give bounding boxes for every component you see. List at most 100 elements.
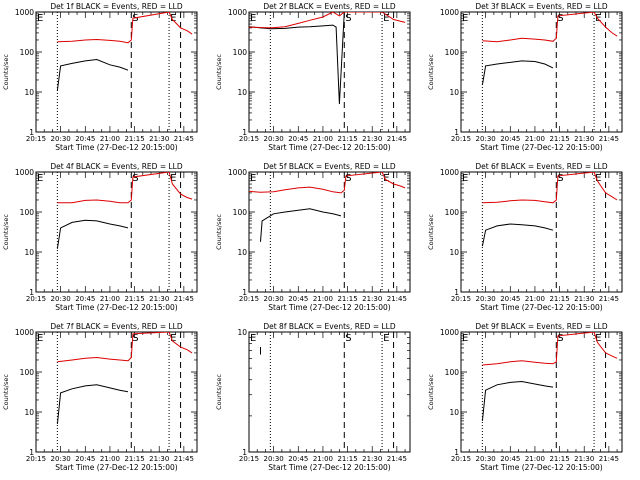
x-tick-label: 21:00 bbox=[313, 135, 333, 143]
event-marker-label: E bbox=[250, 13, 256, 24]
y-tick-label: 10 bbox=[237, 248, 247, 257]
event-marker-label: S bbox=[345, 333, 351, 344]
series-lld-line bbox=[249, 172, 406, 194]
y-tick-label: 1 bbox=[454, 288, 459, 297]
x-tick-label: 21:45 bbox=[174, 295, 194, 303]
x-tick-label: 21:45 bbox=[174, 135, 194, 143]
x-tick-label: 20:30 bbox=[476, 135, 496, 143]
panel-det-9f: Det 9f BLACK = Events, RED = LLD 1 10 100 10… bbox=[427, 322, 623, 472]
x-tick-label: 21:00 bbox=[100, 455, 120, 463]
series-lld-line bbox=[57, 172, 193, 204]
event-marker-label: S bbox=[345, 173, 351, 184]
x-tick-label: 20:15 bbox=[239, 295, 259, 303]
y-tick-label: 100 bbox=[445, 368, 460, 377]
y-tick-label: 10 bbox=[24, 248, 34, 257]
panel-det-2f: Det 2f BLACK = Events, RED = LLD 1 10 100 10… bbox=[215, 2, 411, 152]
series-events-line bbox=[56, 384, 129, 425]
event-marker-label: E bbox=[383, 333, 389, 344]
x-tick-label: 20:45 bbox=[288, 135, 308, 143]
plot-frame bbox=[35, 331, 198, 453]
y-tick-label: 100 bbox=[20, 48, 35, 57]
x-tick-label: 21:30 bbox=[574, 295, 594, 303]
x-tick-label: 21:45 bbox=[599, 295, 619, 303]
event-marker-label: E bbox=[462, 13, 468, 24]
x-tick-label: 21:00 bbox=[313, 455, 333, 463]
x-tick-label: 21:00 bbox=[525, 295, 545, 303]
x-tick-label: 20:15 bbox=[451, 455, 471, 463]
x-tick-label: 21:45 bbox=[387, 135, 407, 143]
event-marker-label: E bbox=[170, 13, 176, 24]
series-events-line bbox=[56, 219, 129, 249]
x-tick-label: 20:30 bbox=[476, 455, 496, 463]
event-marker-label: E bbox=[250, 333, 256, 344]
y-tick-label: 10 bbox=[449, 408, 459, 417]
x-tick-label: 21:15 bbox=[124, 455, 144, 463]
series-events-line bbox=[481, 380, 554, 421]
y-tick-label: 1 bbox=[29, 128, 34, 137]
panel-title: Det 6f BLACK = Events, RED = LLD bbox=[475, 162, 608, 171]
y-tick-label: 100 bbox=[445, 48, 460, 57]
series-lld-line bbox=[57, 332, 193, 363]
series-lld-line bbox=[57, 12, 193, 44]
x-tick-label: 20:15 bbox=[451, 295, 471, 303]
x-tick-label: 20:30 bbox=[476, 295, 496, 303]
y-axis-label: Counts/sec bbox=[427, 214, 435, 250]
event-marker-label: E bbox=[595, 173, 601, 184]
panel-det-3f: Det 3f BLACK = Events, RED = LLD 1 10 100 10… bbox=[427, 2, 623, 152]
y-tick-label: 1 bbox=[29, 288, 34, 297]
panel-title: Det 9f BLACK = Events, RED = LLD bbox=[475, 322, 608, 331]
y-tick-label: 1 bbox=[29, 448, 34, 457]
x-tick-label: 20:45 bbox=[500, 455, 520, 463]
x-tick-label: 20:15 bbox=[239, 135, 259, 143]
y-axis-label: Counts/sec bbox=[427, 374, 435, 410]
y-tick-label: 10 bbox=[24, 88, 34, 97]
y-tick-label: 100 bbox=[233, 48, 248, 57]
event-marker-label: S bbox=[132, 13, 138, 24]
x-tick-label: 21:45 bbox=[174, 455, 194, 463]
y-tick-label: 1000 bbox=[440, 328, 459, 337]
x-tick-label: 20:45 bbox=[500, 135, 520, 143]
x-tick-label: 20:45 bbox=[75, 295, 95, 303]
y-tick-label: 100 bbox=[20, 368, 35, 377]
x-axis-label: Start Time (27-Dec-12 20:15:00) bbox=[55, 463, 177, 472]
series-events-line bbox=[56, 58, 129, 91]
y-tick-label: 100 bbox=[20, 208, 35, 217]
x-tick-label: 21:15 bbox=[337, 455, 357, 463]
series-lld-line bbox=[482, 172, 618, 204]
x-tick-label: 21:00 bbox=[313, 295, 333, 303]
y-tick-label: 1000 bbox=[228, 168, 247, 177]
x-tick-label: 20:45 bbox=[288, 295, 308, 303]
x-tick-label: 21:00 bbox=[100, 135, 120, 143]
x-tick-label: 20:45 bbox=[75, 135, 95, 143]
y-tick-label: 100 bbox=[233, 208, 248, 217]
y-tick-label: 1 bbox=[454, 448, 459, 457]
plot-frame bbox=[248, 11, 411, 133]
event-marker-label: S bbox=[557, 13, 563, 24]
x-tick-label: 21:15 bbox=[124, 135, 144, 143]
x-axis-label: Start Time (27-Dec-12 20:15:00) bbox=[480, 303, 602, 312]
y-tick-label: 1000 bbox=[15, 168, 34, 177]
y-axis-label: Counts/sec bbox=[2, 54, 10, 90]
y-axis-label: Counts/sec bbox=[215, 374, 223, 410]
x-tick-label: 20:15 bbox=[26, 295, 46, 303]
y-tick-label: 1 bbox=[242, 288, 247, 297]
event-marker-label: E bbox=[170, 173, 176, 184]
x-tick-label: 21:30 bbox=[362, 135, 382, 143]
panel-det-6f: Det 6f BLACK = Events, RED = LLD 1 10 100 10… bbox=[427, 162, 623, 312]
y-tick-label: 10 bbox=[237, 88, 247, 97]
x-tick-label: 21:45 bbox=[387, 455, 407, 463]
event-marker-label: E bbox=[37, 13, 43, 24]
event-marker-label: E bbox=[595, 333, 601, 344]
y-tick-label: 10 bbox=[449, 88, 459, 97]
x-tick-label: 21:30 bbox=[574, 455, 594, 463]
y-axis-label: Counts/sec bbox=[427, 54, 435, 90]
x-tick-label: 20:45 bbox=[500, 295, 520, 303]
plot-frame bbox=[460, 171, 623, 293]
x-tick-label: 20:15 bbox=[26, 135, 46, 143]
x-tick-label: 20:15 bbox=[451, 135, 471, 143]
plot-frame bbox=[248, 171, 411, 293]
x-tick-label: 21:30 bbox=[574, 135, 594, 143]
y-tick-label: 100 bbox=[445, 208, 460, 217]
panel-title: Det 1f BLACK = Events, RED = LLD bbox=[50, 2, 183, 11]
event-marker-label: E bbox=[250, 173, 256, 184]
